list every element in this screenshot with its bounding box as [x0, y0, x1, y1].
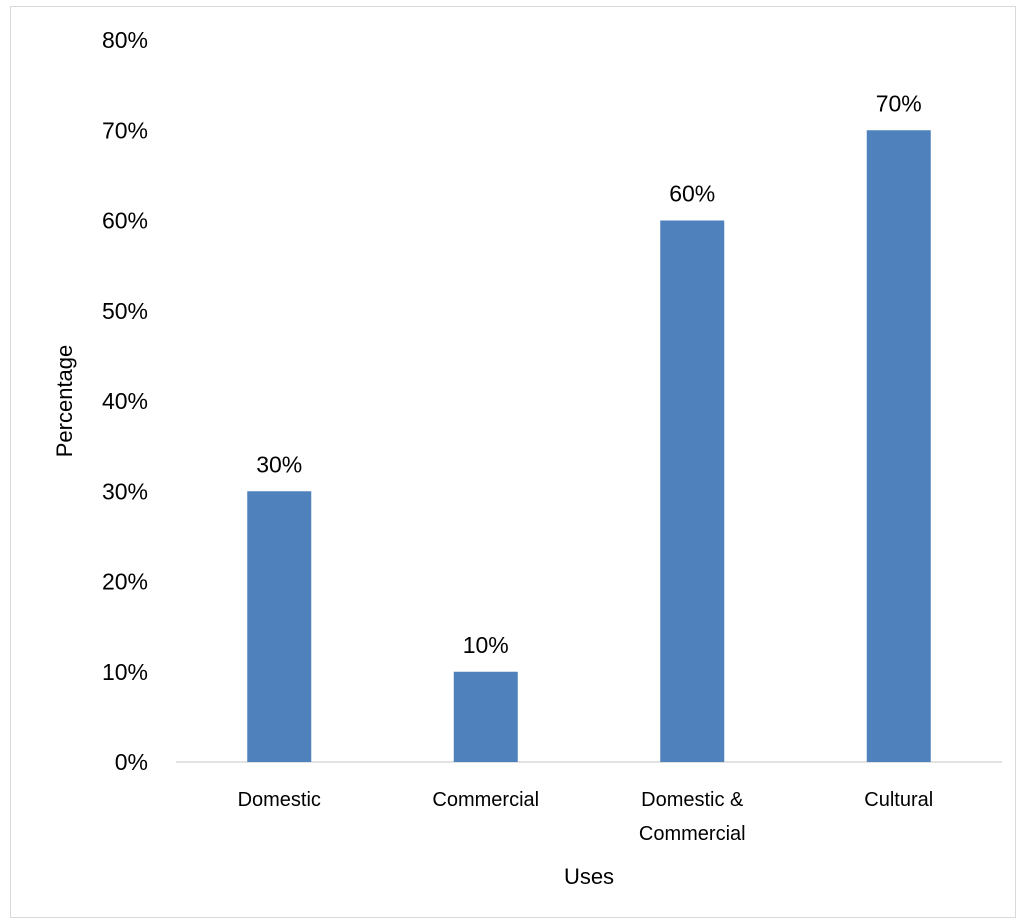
x-tick-label: Commercial — [639, 823, 746, 845]
chart-frame — [10, 6, 1016, 918]
y-tick-label: 0% — [115, 749, 148, 775]
y-tick-label: 40% — [102, 388, 148, 414]
bar — [247, 491, 312, 762]
data-label: 60% — [669, 181, 715, 207]
bars — [247, 130, 931, 762]
bar — [453, 671, 518, 762]
y-tick-label: 30% — [102, 478, 148, 504]
bar — [660, 220, 725, 762]
data-label: 70% — [876, 90, 922, 116]
data-labels: 30% 10% 60% 70% — [256, 90, 922, 658]
y-tick-label: 60% — [102, 208, 148, 234]
data-label: 10% — [463, 632, 509, 658]
y-axis-title: Percentage — [52, 345, 77, 458]
y-tick-label: 80% — [102, 27, 148, 53]
x-tick-label: Commercial — [432, 789, 539, 811]
y-axis-ticks: 0% 10% 20% 30% 40% 50% 60% 70% 80% — [102, 27, 148, 775]
y-tick-label: 50% — [102, 298, 148, 324]
x-axis-title: Uses — [564, 864, 614, 889]
y-tick-label: 20% — [102, 569, 148, 595]
x-tick-label: Domestic — [238, 789, 321, 811]
x-tick-label: Cultural — [864, 789, 933, 811]
x-tick-label: Domestic & — [641, 789, 744, 811]
y-tick-label: 10% — [102, 659, 148, 685]
y-tick-label: 70% — [102, 117, 148, 143]
data-label: 30% — [256, 451, 302, 477]
bar — [866, 130, 931, 762]
x-axis-category-labels: Domestic Commercial Domestic & Commercial Cu… — [238, 789, 934, 845]
